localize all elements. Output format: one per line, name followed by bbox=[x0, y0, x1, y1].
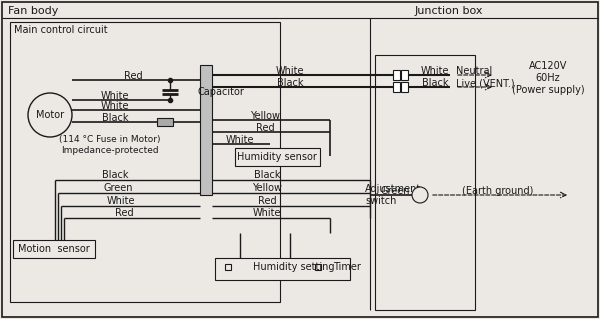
Bar bbox=[401, 82, 408, 92]
Text: Red: Red bbox=[256, 123, 274, 133]
Text: Black: Black bbox=[102, 113, 128, 123]
Text: White: White bbox=[101, 91, 129, 101]
Bar bbox=[13, 240, 95, 258]
Text: Junction box: Junction box bbox=[415, 6, 484, 16]
Text: Red: Red bbox=[124, 71, 142, 81]
Text: Black: Black bbox=[254, 170, 280, 180]
Text: Timer: Timer bbox=[333, 262, 361, 272]
Text: Humidity setting: Humidity setting bbox=[253, 262, 335, 272]
Text: Fan body: Fan body bbox=[8, 6, 58, 16]
Text: AC120V
60Hz
(Power supply): AC120V 60Hz (Power supply) bbox=[512, 61, 584, 95]
Circle shape bbox=[412, 187, 428, 203]
Text: (114 °C Fuse in Motor)
Impedance-protected: (114 °C Fuse in Motor) Impedance-protect… bbox=[59, 135, 161, 155]
Text: Green: Green bbox=[103, 183, 133, 193]
Text: Black: Black bbox=[422, 78, 448, 88]
Bar bbox=[157, 118, 173, 126]
Text: (Earth ground): (Earth ground) bbox=[463, 186, 533, 196]
Text: White: White bbox=[107, 196, 135, 206]
Text: Adjustment
switch: Adjustment switch bbox=[365, 184, 421, 206]
Text: White: White bbox=[276, 66, 304, 76]
Text: Neutral: Neutral bbox=[456, 66, 492, 76]
Text: Motion  sensor: Motion sensor bbox=[18, 244, 90, 254]
Circle shape bbox=[28, 93, 72, 137]
Text: Humidity sensor: Humidity sensor bbox=[237, 152, 317, 162]
Text: White: White bbox=[253, 208, 281, 218]
Text: Green: Green bbox=[380, 186, 410, 196]
Text: White: White bbox=[421, 66, 449, 76]
Text: Live (VENT.): Live (VENT.) bbox=[456, 78, 515, 88]
Text: Red: Red bbox=[257, 196, 277, 206]
Text: Main control circuit: Main control circuit bbox=[14, 25, 107, 35]
Bar bbox=[375, 55, 475, 310]
Text: Motor: Motor bbox=[36, 110, 64, 120]
Bar bbox=[10, 22, 280, 302]
Text: Capacitor: Capacitor bbox=[198, 87, 245, 97]
Text: White: White bbox=[226, 135, 254, 145]
Text: Black: Black bbox=[102, 170, 128, 180]
Text: Yellow: Yellow bbox=[252, 183, 282, 193]
Text: Red: Red bbox=[115, 208, 133, 218]
Bar bbox=[200, 65, 212, 195]
Text: Yellow: Yellow bbox=[250, 111, 280, 121]
Bar bbox=[215, 258, 350, 280]
Text: White: White bbox=[101, 101, 129, 111]
Bar bbox=[393, 82, 400, 92]
Text: Black: Black bbox=[277, 78, 303, 88]
Bar bbox=[235, 148, 320, 166]
Bar bbox=[393, 70, 400, 80]
Bar bbox=[401, 70, 408, 80]
